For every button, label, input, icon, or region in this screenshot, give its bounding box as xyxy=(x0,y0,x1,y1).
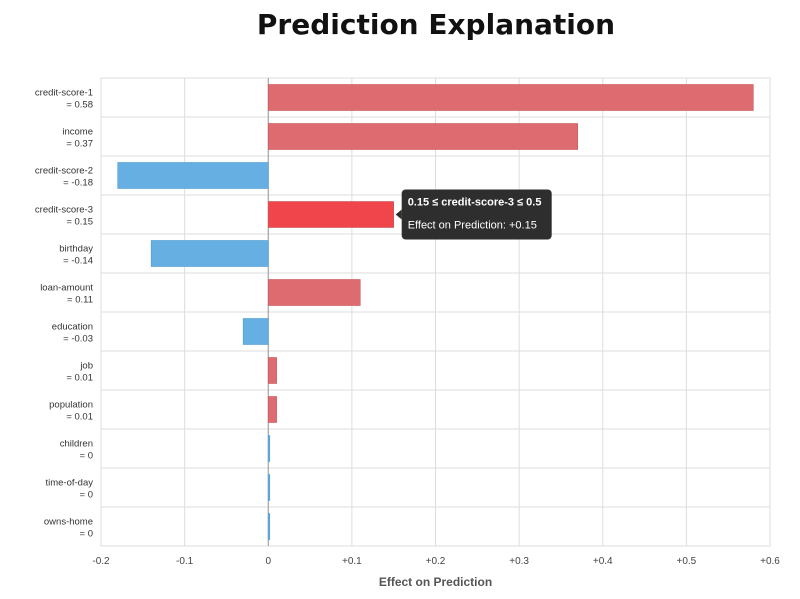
y-label-value: = 0.11 xyxy=(67,295,93,306)
y-label-feature: loan-amount xyxy=(40,283,93,294)
y-label-value: = 0.37 xyxy=(66,139,93,150)
tooltip-box xyxy=(401,189,552,240)
x-tick-label: +0.5 xyxy=(677,556,697,567)
x-tick-label: +0.2 xyxy=(426,556,446,567)
y-label-value: = -0.14 xyxy=(63,256,93,267)
x-tick-label: +0.3 xyxy=(509,556,529,567)
y-label-value: = 0.15 xyxy=(66,217,93,228)
y-label-feature: income xyxy=(62,127,93,138)
bar-education[interactable] xyxy=(242,318,269,345)
y-label-value: = -0.18 xyxy=(63,178,93,189)
y-label-feature: credit-score-2 xyxy=(35,166,93,177)
y-label-feature: owns-home xyxy=(44,517,93,528)
bar-credit-score-3[interactable] xyxy=(267,201,394,228)
y-label-value: = 0.01 xyxy=(66,412,93,423)
bar-children[interactable] xyxy=(267,435,271,462)
tooltip-title: 0.15 ≤ credit-score-3 ≤ 0.5 xyxy=(408,197,542,209)
y-label-feature: time-of-day xyxy=(45,478,93,489)
y-label-value: = 0 xyxy=(80,490,93,501)
tooltip-text: Effect on Prediction: +0.15 xyxy=(408,220,537,232)
y-label-value: = 0.58 xyxy=(66,100,93,111)
y-label-feature: credit-score-1 xyxy=(35,88,93,99)
y-label-value: = 0 xyxy=(80,451,93,462)
bar-credit-score-2[interactable] xyxy=(117,162,269,189)
bar-credit-score-1[interactable] xyxy=(267,84,754,111)
y-label-feature: children xyxy=(60,439,93,450)
bar-income[interactable] xyxy=(267,123,578,150)
bar-time-of-day[interactable] xyxy=(267,474,271,501)
y-label-feature: education xyxy=(52,322,93,333)
x-tick-label: -0.1 xyxy=(176,556,194,567)
bar-loan-amount[interactable] xyxy=(267,279,361,306)
y-label-feature: job xyxy=(79,361,93,372)
x-tick-label: +0.1 xyxy=(342,556,362,567)
y-label-value: = 0 xyxy=(80,529,93,540)
chart-title: Prediction Explanation xyxy=(256,8,616,41)
x-tick-label: 0 xyxy=(265,556,271,567)
bar-birthday[interactable] xyxy=(150,240,269,267)
y-label-feature: birthday xyxy=(59,244,93,255)
y-label-value: = -0.03 xyxy=(63,334,93,345)
bar-job[interactable] xyxy=(267,357,277,384)
y-label-feature: credit-score-3 xyxy=(35,205,93,216)
y-label-value: = 0.01 xyxy=(66,373,93,384)
y-label-feature: population xyxy=(49,400,93,411)
x-tick-label: +0.6 xyxy=(760,556,780,567)
tooltip-pointer xyxy=(395,209,402,220)
x-tick-label: +0.4 xyxy=(593,556,613,567)
bar-population[interactable] xyxy=(267,396,277,423)
x-axis-label: Effect on Prediction xyxy=(379,575,492,589)
bar-owns-home[interactable] xyxy=(267,513,271,540)
x-tick-label: -0.2 xyxy=(92,556,110,567)
